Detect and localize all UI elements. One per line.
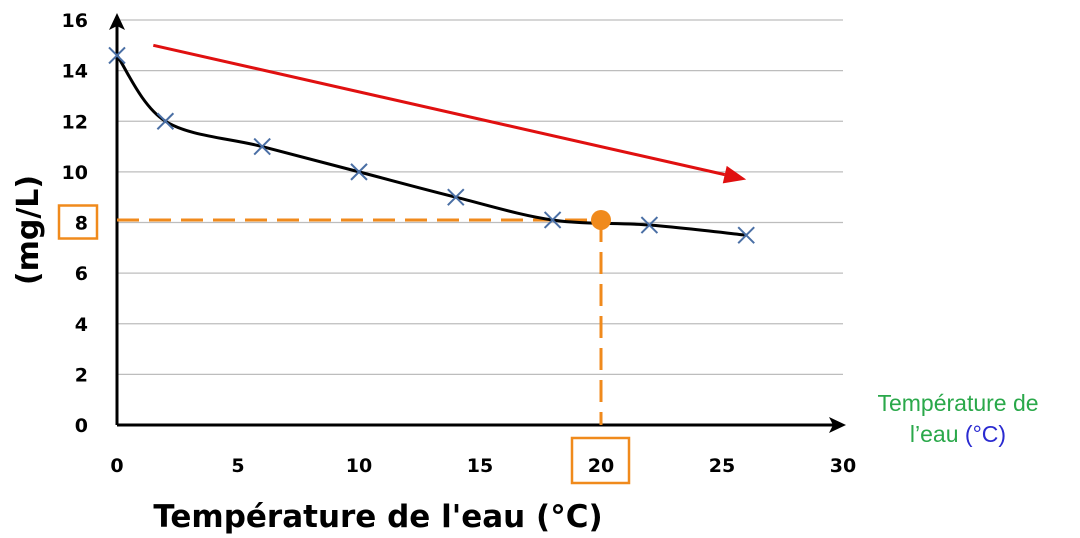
marker-stroke [543, 211, 562, 229]
side-label-line1: Température de [877, 390, 1039, 416]
y-axis-arrowhead [109, 13, 125, 30]
trend-arrow-head [722, 165, 747, 184]
x-tick-label: 20 [588, 455, 614, 477]
trend-arrow [152, 43, 747, 184]
y-tick-label: 6 [75, 263, 88, 285]
axes [109, 13, 846, 433]
x-tick-label: 15 [467, 455, 493, 477]
data-point-marker [108, 46, 126, 65]
data-point-marker [253, 137, 271, 156]
marker-stroke [447, 188, 465, 206]
y-tick-label: 14 [62, 61, 88, 83]
marker-stroke [640, 216, 659, 234]
highlight-point [591, 209, 611, 230]
x-tick-labels: 0 5 10 15 20 25 30 [110, 436, 856, 485]
side-label-text: l’eau [909, 421, 959, 447]
side-label-unit: (°C) [964, 421, 1007, 447]
x-tick-label: 25 [709, 455, 735, 477]
y-tick-label: 2 [75, 364, 88, 386]
data-point-marker [640, 216, 659, 234]
y-tick-label: 12 [62, 111, 88, 133]
marker-stroke [737, 226, 755, 244]
trend-arrow-shaft [152, 43, 726, 177]
series-line [115, 54, 747, 237]
side-axis-label: Température de l’eau (°C) [838, 388, 1078, 450]
marker-stroke [253, 137, 271, 156]
side-label-line2: l’eau (°C) [838, 419, 1078, 450]
marker-stroke [156, 112, 175, 130]
data-point-marker [543, 211, 562, 229]
data-point-marker [737, 226, 755, 244]
x-tick-highlight-box [570, 436, 631, 485]
marker-stroke [108, 46, 126, 65]
grid-lines [117, 19, 843, 376]
y-tick-labels: 0 2 4 6 8 10 12 14 16 [57, 10, 99, 437]
reading-guides [117, 218, 603, 425]
y-tick-label: 4 [75, 314, 88, 336]
x-axis-arrowhead [829, 417, 846, 433]
x-tick-label: 10 [346, 455, 372, 477]
marker-stroke [350, 163, 368, 181]
x-tick-label: 5 [231, 455, 244, 477]
y-tick-label: 10 [62, 162, 88, 184]
y-tick-label: 0 [75, 415, 88, 437]
x-axis-title: Température de l'eau (°C) [153, 499, 602, 535]
series-markers [108, 46, 755, 244]
y-axis-title: (mg/L) [11, 175, 46, 285]
x-tick-label: 0 [110, 455, 123, 477]
y-tick-label: 16 [62, 10, 88, 32]
x-tick-label: 30 [830, 455, 856, 477]
y-tick-label: 8 [75, 213, 88, 235]
data-point-marker [350, 163, 368, 181]
data-point-marker [447, 188, 465, 206]
data-point-marker [156, 112, 175, 130]
y-tick-highlight-box [57, 204, 99, 240]
